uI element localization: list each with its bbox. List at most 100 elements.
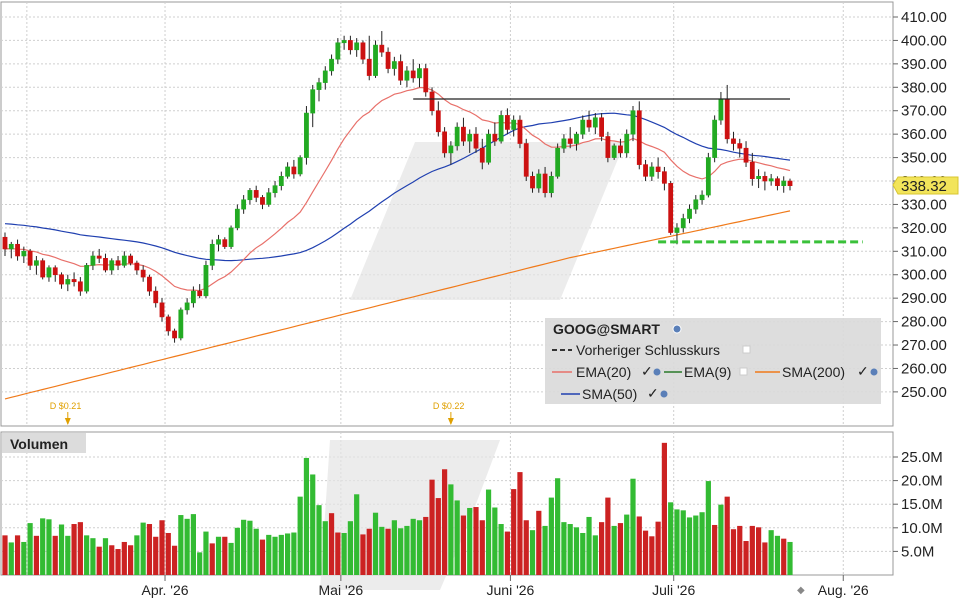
volume-bar [523, 520, 529, 575]
candle-down [479, 147, 485, 163]
volume-bar [215, 536, 222, 575]
volume-bar [599, 522, 605, 575]
volume-bar [171, 545, 178, 575]
volume-bar [121, 541, 127, 575]
price-tick-label: 360.00 [901, 126, 947, 143]
volume-bar [241, 519, 247, 575]
volume-bar [316, 505, 322, 575]
volume-bar [272, 536, 278, 575]
volume-bar [423, 516, 429, 575]
volume-bar [680, 510, 686, 575]
candle-down [360, 42, 366, 60]
price-tick-label: 320.00 [901, 220, 947, 237]
volume-bar [536, 510, 542, 575]
volume-bar [391, 520, 397, 575]
candle-up [33, 260, 39, 266]
date-axis-labels: Apr. '26 Mai '26 Juni '26 Juli '26 Aug. '26 [141, 575, 869, 598]
volume-bar [674, 509, 680, 575]
legend-ema20-check-icon[interactable]: ✓ [641, 363, 653, 379]
volume-bar [485, 489, 492, 575]
volume-bar [159, 520, 165, 575]
candle-up [674, 227, 680, 233]
volume-bar [762, 542, 768, 575]
volume-bar [573, 527, 580, 575]
volume-bar [146, 524, 153, 575]
candle-up [297, 157, 303, 175]
candle-up [335, 42, 341, 60]
date-tick-label: Juni '26 [487, 582, 535, 598]
date-tick-label: Aug. '26 [818, 582, 869, 598]
volume-bar [335, 532, 341, 575]
candle-up [718, 98, 724, 121]
candle-up [699, 194, 705, 201]
volume-bar [435, 498, 441, 575]
candle-up [329, 58, 334, 72]
volume-bar [71, 524, 77, 575]
volume-bar [65, 535, 71, 575]
price-tick-label: 330.00 [901, 196, 947, 213]
volume-bar [134, 535, 140, 575]
dividend-label: D $0.21 [50, 401, 82, 411]
volume-bar [498, 524, 504, 575]
volume-bar [561, 522, 567, 575]
legend-sma50-check-icon[interactable]: ✓ [647, 385, 659, 401]
candle-down [165, 316, 171, 332]
candle-up [278, 176, 284, 186]
candle-up [536, 173, 542, 189]
legend-item-sma50: SMA(50) [582, 386, 637, 402]
candle-up [234, 208, 240, 229]
legend[interactable]: GOOG@SMART Vorheriger Schlusskurs EMA(20… [545, 318, 881, 404]
candle-up [687, 208, 692, 219]
legend-sma50-settings-icon[interactable] [660, 390, 668, 398]
candle-down [153, 290, 159, 304]
candle-up [574, 133, 579, 144]
volume-bar [668, 502, 674, 575]
candle-down [253, 190, 259, 198]
scroll-right-arrow-icon[interactable]: ◆ [797, 585, 805, 596]
volume-bar [686, 517, 693, 575]
volume-bar [454, 500, 460, 575]
legend-symbol-settings-icon[interactable] [672, 324, 682, 334]
volume-bar [178, 515, 184, 575]
volume-bar [102, 538, 109, 575]
candle-down [2, 236, 8, 250]
volume-bar [27, 523, 33, 575]
volume-bar [774, 535, 781, 575]
candle-up [624, 133, 630, 154]
legend-item-sma200: SMA(200) [782, 364, 845, 380]
candle-down [27, 251, 33, 266]
sma50-line [4, 112, 791, 262]
candle-down [15, 243, 20, 257]
candle-down [731, 138, 736, 144]
volume-bar [46, 519, 52, 575]
candle-down [668, 183, 674, 233]
volume-bar [21, 541, 27, 575]
price-tick-label: 260.00 [901, 360, 947, 377]
legend-ema20-settings-icon[interactable] [653, 368, 661, 376]
volume-bar [366, 528, 372, 575]
legend-sma200-settings-icon[interactable] [870, 368, 878, 376]
price-tick-label: 410.00 [901, 9, 947, 26]
candle-up [121, 255, 127, 266]
volume-bar [14, 535, 21, 575]
candle-up [247, 190, 253, 201]
legend-ema9-checkbox[interactable] [739, 367, 748, 376]
volume-tick-label: 25.0M [901, 449, 943, 466]
volume-bar [303, 457, 310, 575]
candle-down [134, 262, 140, 271]
volume-bar [473, 507, 479, 575]
candle-down [737, 143, 743, 149]
volume-bar [699, 512, 705, 575]
candle-up [373, 44, 378, 76]
legend-prev-close-checkbox[interactable] [742, 345, 751, 354]
dividend-markers: D $0.21 D $0.22 [50, 401, 464, 425]
legend-sma200-check-icon[interactable]: ✓ [857, 363, 869, 379]
volume-bar [693, 515, 699, 575]
volume-bar [756, 527, 762, 575]
volume-bar [630, 478, 636, 575]
volume-bar [492, 507, 498, 575]
volume-tick-label: 10.0M [901, 520, 943, 537]
price-tick-label: 250.00 [901, 384, 947, 401]
candle-up [548, 176, 554, 194]
volume-bar [209, 543, 215, 575]
